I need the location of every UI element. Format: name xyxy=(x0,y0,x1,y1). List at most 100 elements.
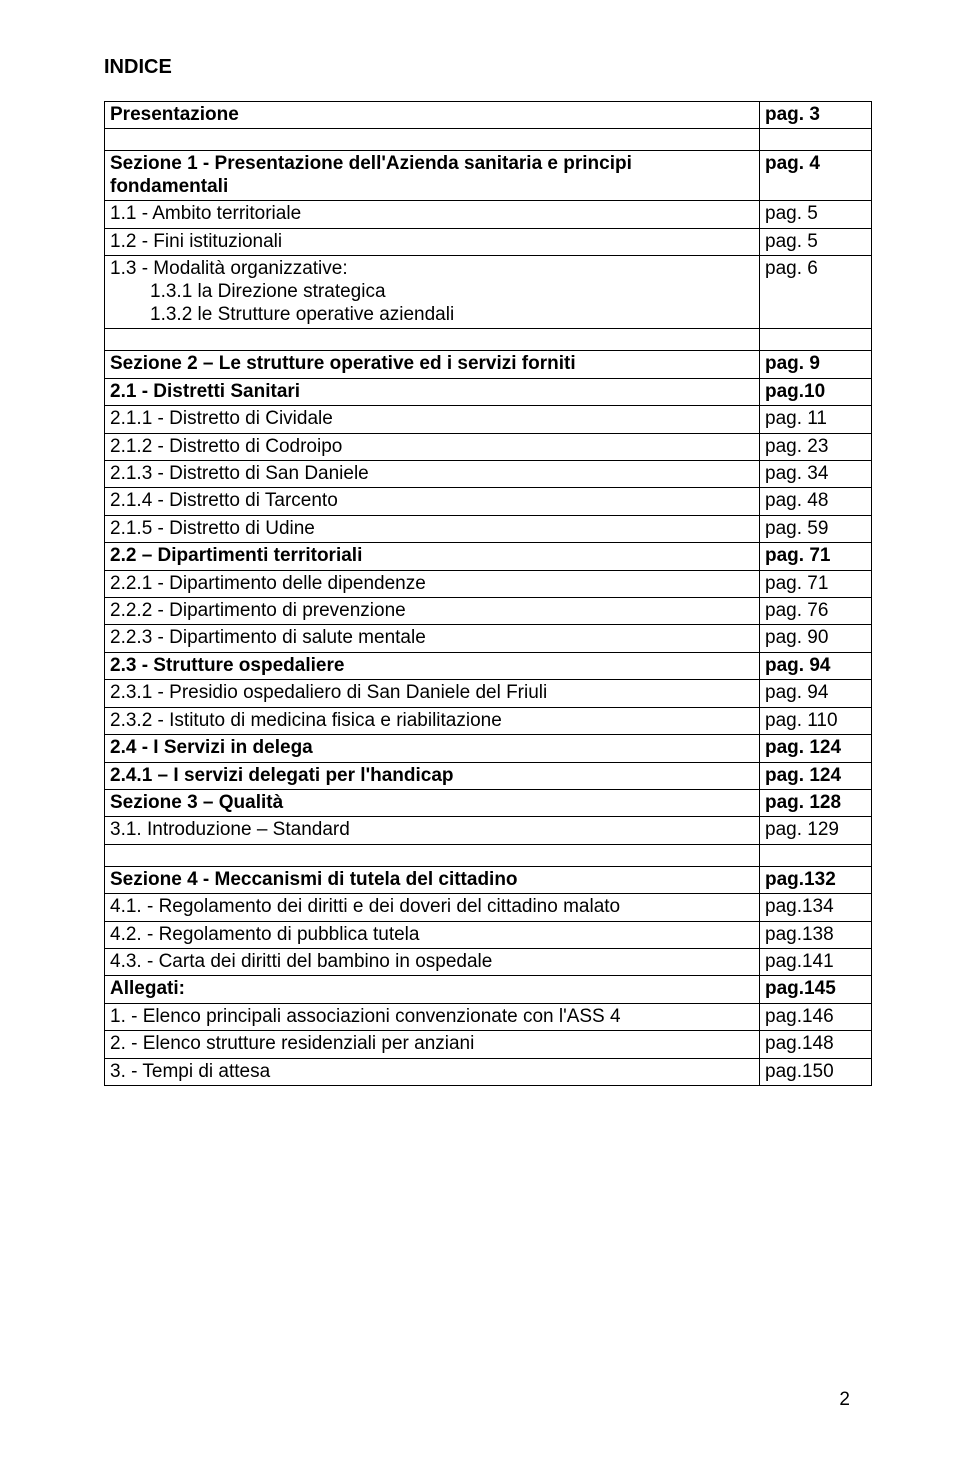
index-label: 1.1 - Ambito territoriale xyxy=(105,201,760,228)
table-row: 1.3 - Modalità organizzative:1.3.1 la Di… xyxy=(105,256,872,329)
table-row: 2.1.2 - Distretto di Codroipopag. 23 xyxy=(105,433,872,460)
table-row: 4.1. - Regolamento dei diritti e dei dov… xyxy=(105,894,872,921)
index-label: Sezione 4 - Meccanismi di tutela del cit… xyxy=(105,866,760,893)
index-label: 1.3 - Modalità organizzative:1.3.1 la Di… xyxy=(105,256,760,329)
index-label: 2. - Elenco strutture residenziali per a… xyxy=(105,1031,760,1058)
index-label: 2.4 - I Servizi in delega xyxy=(105,735,760,762)
table-row: 2.1.4 - Distretto di Tarcentopag. 48 xyxy=(105,488,872,515)
index-label: Sezione 3 – Qualità xyxy=(105,789,760,816)
index-page: pag. 5 xyxy=(760,201,872,228)
index-label: Sezione 2 – Le strutture operative ed i … xyxy=(105,351,760,378)
table-row: 2.3.1 - Presidio ospedaliero di San Dani… xyxy=(105,680,872,707)
table-row: Presentazionepag. 3 xyxy=(105,102,872,129)
index-label: Sezione 1 - Presentazione dell'Azienda s… xyxy=(105,151,760,201)
empty-cell xyxy=(105,844,760,866)
table-row: 4.3. - Carta dei diritti del bambino in … xyxy=(105,948,872,975)
index-label: 2.4.1 – I servizi delegati per l'handica… xyxy=(105,762,760,789)
table-row: 2.1.5 - Distretto di Udinepag. 59 xyxy=(105,515,872,542)
index-page: pag. 23 xyxy=(760,433,872,460)
index-page: pag.141 xyxy=(760,948,872,975)
index-label: 2.2 – Dipartimenti territoriali xyxy=(105,543,760,570)
index-page: pag. 3 xyxy=(760,102,872,129)
table-row: 3.1. Introduzione – Standardpag. 129 xyxy=(105,817,872,844)
table-row: Sezione 4 - Meccanismi di tutela del cit… xyxy=(105,866,872,893)
index-label: 4.1. - Regolamento dei diritti e dei dov… xyxy=(105,894,760,921)
index-label: 3.1. Introduzione – Standard xyxy=(105,817,760,844)
index-label: 2.1.3 - Distretto di San Daniele xyxy=(105,461,760,488)
table-row: 3. - Tempi di attesapag.150 xyxy=(105,1058,872,1085)
index-page: pag. 124 xyxy=(760,762,872,789)
table-row: 1.2 - Fini istituzionalipag. 5 xyxy=(105,228,872,255)
empty-cell xyxy=(105,129,760,151)
index-page: pag. 90 xyxy=(760,625,872,652)
page-title: INDICE xyxy=(104,56,872,79)
table-row: Sezione 3 – Qualitàpag. 128 xyxy=(105,789,872,816)
index-page: pag.138 xyxy=(760,921,872,948)
page-number: 2 xyxy=(839,1389,850,1411)
table-row: Sezione 2 – Le strutture operative ed i … xyxy=(105,351,872,378)
index-page: pag. 9 xyxy=(760,351,872,378)
index-page: pag. 124 xyxy=(760,735,872,762)
table-row: 2.4 - I Servizi in delegapag. 124 xyxy=(105,735,872,762)
index-label-line: 1.3.2 le Strutture operative aziendali xyxy=(110,304,754,327)
table-row: Sezione 1 - Presentazione dell'Azienda s… xyxy=(105,151,872,201)
table-row: 2.2 – Dipartimenti territorialipag. 71 xyxy=(105,543,872,570)
index-page: pag. 128 xyxy=(760,789,872,816)
index-page: pag.150 xyxy=(760,1058,872,1085)
index-label: 2.3 - Strutture ospedaliere xyxy=(105,652,760,679)
index-label-line: 1.3 - Modalità organizzative: xyxy=(110,258,754,281)
table-row: 2.1.1 - Distretto di Cividalepag. 11 xyxy=(105,406,872,433)
index-page: pag. 6 xyxy=(760,256,872,329)
table-row: 1. - Elenco principali associazioni conv… xyxy=(105,1003,872,1030)
index-label: 2.3.1 - Presidio ospedaliero di San Dani… xyxy=(105,680,760,707)
table-row: Allegati:pag.145 xyxy=(105,976,872,1003)
index-page: pag. 94 xyxy=(760,652,872,679)
index-page: pag.134 xyxy=(760,894,872,921)
index-label: Allegati: xyxy=(105,976,760,1003)
index-page: pag. 94 xyxy=(760,680,872,707)
index-page: pag.10 xyxy=(760,378,872,405)
index-page: pag.148 xyxy=(760,1031,872,1058)
index-page: pag. 71 xyxy=(760,570,872,597)
index-label: 2.1.1 - Distretto di Cividale xyxy=(105,406,760,433)
table-row: 2.3 - Strutture ospedalierepag. 94 xyxy=(105,652,872,679)
index-page: pag. 5 xyxy=(760,228,872,255)
index-page: pag. 76 xyxy=(760,598,872,625)
index-label: 1. - Elenco principali associazioni conv… xyxy=(105,1003,760,1030)
table-row: 2.3.2 - Istituto di medicina fisica e ri… xyxy=(105,707,872,734)
index-page: pag. 71 xyxy=(760,543,872,570)
empty-cell xyxy=(760,129,872,151)
index-page: pag. 110 xyxy=(760,707,872,734)
index-label: 3. - Tempi di attesa xyxy=(105,1058,760,1085)
index-label: 2.1 - Distretti Sanitari xyxy=(105,378,760,405)
index-page: pag. 11 xyxy=(760,406,872,433)
table-row: 2.1.3 - Distretto di San Danielepag. 34 xyxy=(105,461,872,488)
empty-cell xyxy=(760,844,872,866)
table-row: 2. - Elenco strutture residenziali per a… xyxy=(105,1031,872,1058)
empty-cell xyxy=(760,329,872,351)
index-label-line: 1.3.1 la Direzione strategica xyxy=(110,281,754,304)
table-row xyxy=(105,129,872,151)
table-row: 2.2.3 - Dipartimento di salute mentalepa… xyxy=(105,625,872,652)
table-row: 2.4.1 – I servizi delegati per l'handica… xyxy=(105,762,872,789)
index-page: pag. 4 xyxy=(760,151,872,201)
table-row xyxy=(105,844,872,866)
index-page: pag.145 xyxy=(760,976,872,1003)
index-label: 2.2.2 - Dipartimento di prevenzione xyxy=(105,598,760,625)
index-label: 2.1.2 - Distretto di Codroipo xyxy=(105,433,760,460)
index-page: pag. 34 xyxy=(760,461,872,488)
index-table: Presentazionepag. 3Sezione 1 - Presentaz… xyxy=(104,101,872,1086)
index-label: Presentazione xyxy=(105,102,760,129)
index-page: pag.146 xyxy=(760,1003,872,1030)
index-page: pag.132 xyxy=(760,866,872,893)
index-label: 2.1.5 - Distretto di Udine xyxy=(105,515,760,542)
index-label: 2.2.1 - Dipartimento delle dipendenze xyxy=(105,570,760,597)
table-row: 2.2.2 - Dipartimento di prevenzionepag. … xyxy=(105,598,872,625)
index-label: 2.2.3 - Dipartimento di salute mentale xyxy=(105,625,760,652)
index-page: pag. 48 xyxy=(760,488,872,515)
table-row: 2.2.1 - Dipartimento delle dipendenzepag… xyxy=(105,570,872,597)
table-row: 4.2. - Regolamento di pubblica tutelapag… xyxy=(105,921,872,948)
table-row: 1.1 - Ambito territorialepag. 5 xyxy=(105,201,872,228)
index-label: 4.2. - Regolamento di pubblica tutela xyxy=(105,921,760,948)
document-page: INDICE Presentazionepag. 3Sezione 1 - Pr… xyxy=(0,0,960,1457)
